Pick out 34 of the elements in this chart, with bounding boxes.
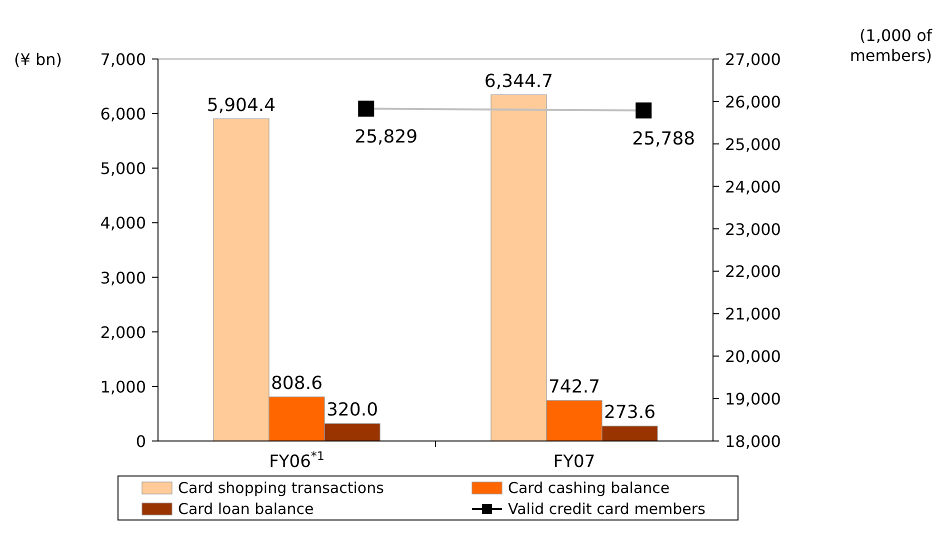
- y-tick-label: 7,000: [100, 50, 146, 69]
- y-tick-label: 0: [136, 432, 146, 451]
- y2-tick-label: 18,000: [725, 432, 781, 451]
- data-label: 273.6: [604, 402, 656, 424]
- y-tick-label: 1,000: [100, 377, 146, 396]
- y2-tick-label: 23,000: [725, 220, 781, 239]
- y2-axis-title: (1,000 of members): [850, 26, 932, 65]
- legend-label: Valid credit card members: [508, 500, 706, 518]
- data-label: 25,829: [354, 126, 418, 148]
- legend-label: Card shopping transactions: [178, 479, 384, 497]
- legend-label: Card loan balance: [178, 500, 314, 518]
- x-tick-label: FY06$^{*1}$: [269, 449, 324, 472]
- y-tick-label: 4,000: [100, 214, 146, 233]
- y2-tick-label: 19,000: [725, 390, 781, 409]
- y-tick-label: 5,000: [100, 159, 146, 178]
- y2-tick-label: 21,000: [725, 304, 781, 324]
- y2-tick-label: 25,000: [725, 134, 781, 154]
- y-tick-label: 6,000: [100, 104, 146, 124]
- data-label: 742.7: [548, 376, 600, 398]
- data-label: 5,904.4: [206, 94, 276, 116]
- data-label: 25,788: [632, 128, 696, 150]
- legend-label: Card cashing balance: [508, 479, 670, 497]
- y-tick-label: 3,000: [100, 268, 146, 288]
- y2-tick-label: 22,000: [725, 262, 781, 282]
- data-label: 808.6: [270, 372, 323, 394]
- y2-tick-label: 27,000: [725, 50, 781, 69]
- data-label: 6,344.7: [484, 70, 554, 92]
- data-label: 320.0: [326, 400, 378, 421]
- y2-tick-label: 20,000: [725, 347, 781, 366]
- y-axis-title: (¥ bn): [14, 50, 62, 69]
- y2-tick-label: 26,000: [725, 92, 781, 112]
- x-tick-label: FY07: [553, 452, 596, 472]
- y2-tick-label: 24,000: [725, 177, 781, 196]
- y-tick-label: 2,000: [100, 322, 146, 342]
